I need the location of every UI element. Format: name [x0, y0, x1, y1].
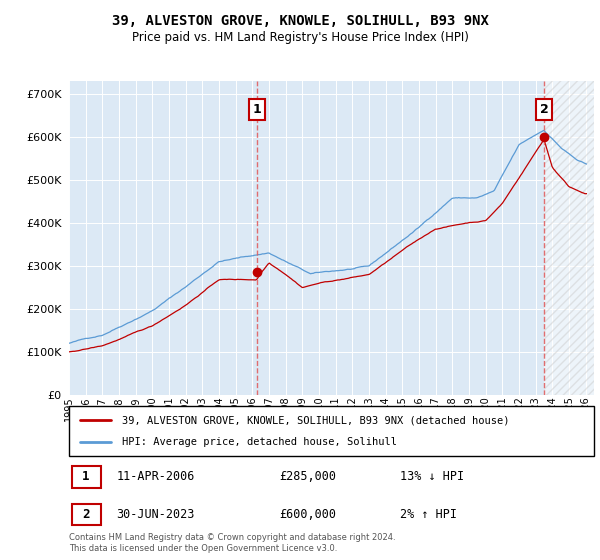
- Text: 13% ↓ HPI: 13% ↓ HPI: [400, 470, 464, 483]
- FancyBboxPatch shape: [71, 503, 101, 525]
- Text: 2: 2: [82, 508, 90, 521]
- Text: 1: 1: [253, 103, 262, 116]
- Bar: [544, 81, 594, 395]
- Text: Price paid vs. HM Land Registry's House Price Index (HPI): Price paid vs. HM Land Registry's House …: [131, 31, 469, 44]
- Text: 1: 1: [82, 470, 90, 483]
- FancyBboxPatch shape: [71, 466, 101, 488]
- Text: 11-APR-2006: 11-APR-2006: [116, 470, 194, 483]
- Text: £285,000: £285,000: [279, 470, 336, 483]
- Text: 2% ↑ HPI: 2% ↑ HPI: [400, 508, 457, 521]
- Text: 30-JUN-2023: 30-JUN-2023: [116, 508, 194, 521]
- Text: 2: 2: [539, 103, 548, 116]
- Text: 39, ALVESTON GROVE, KNOWLE, SOLIHULL, B93 9NX: 39, ALVESTON GROVE, KNOWLE, SOLIHULL, B9…: [112, 14, 488, 28]
- FancyBboxPatch shape: [69, 406, 594, 456]
- Text: HPI: Average price, detached house, Solihull: HPI: Average price, detached house, Soli…: [121, 437, 397, 447]
- Text: Contains HM Land Registry data © Crown copyright and database right 2024.
This d: Contains HM Land Registry data © Crown c…: [69, 533, 395, 553]
- Text: 39, ALVESTON GROVE, KNOWLE, SOLIHULL, B93 9NX (detached house): 39, ALVESTON GROVE, KNOWLE, SOLIHULL, B9…: [121, 415, 509, 425]
- Text: £600,000: £600,000: [279, 508, 336, 521]
